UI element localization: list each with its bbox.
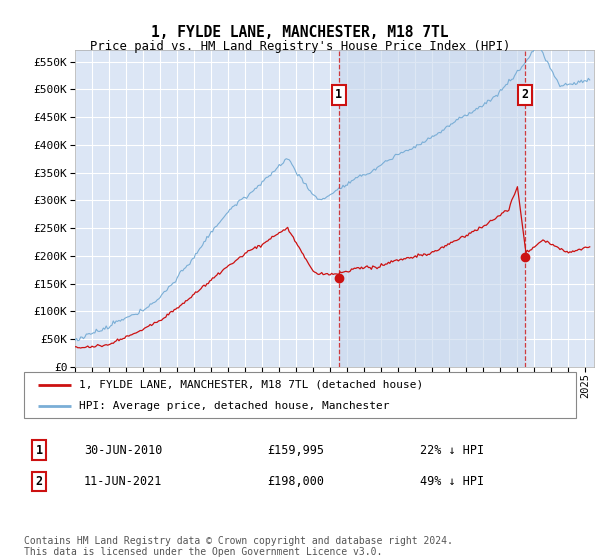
Text: Price paid vs. HM Land Registry's House Price Index (HPI): Price paid vs. HM Land Registry's House … (90, 40, 510, 53)
Text: 1, FYLDE LANE, MANCHESTER, M18 7TL (detached house): 1, FYLDE LANE, MANCHESTER, M18 7TL (deta… (79, 380, 424, 390)
Text: 11-JUN-2021: 11-JUN-2021 (84, 475, 163, 488)
Text: 30-JUN-2010: 30-JUN-2010 (84, 444, 163, 457)
Text: £159,995: £159,995 (267, 444, 324, 457)
Text: 22% ↓ HPI: 22% ↓ HPI (420, 444, 484, 457)
Text: HPI: Average price, detached house, Manchester: HPI: Average price, detached house, Manc… (79, 401, 390, 411)
Text: 1, FYLDE LANE, MANCHESTER, M18 7TL: 1, FYLDE LANE, MANCHESTER, M18 7TL (151, 25, 449, 40)
Text: 49% ↓ HPI: 49% ↓ HPI (420, 475, 484, 488)
Text: Contains HM Land Registry data © Crown copyright and database right 2024.
This d: Contains HM Land Registry data © Crown c… (24, 535, 453, 557)
Text: £198,000: £198,000 (267, 475, 324, 488)
Text: 2: 2 (35, 475, 43, 488)
Text: 1: 1 (35, 444, 43, 457)
FancyBboxPatch shape (24, 372, 576, 418)
Text: 1: 1 (335, 88, 343, 101)
Bar (339, 50, 525, 367)
Text: 2: 2 (521, 88, 529, 101)
